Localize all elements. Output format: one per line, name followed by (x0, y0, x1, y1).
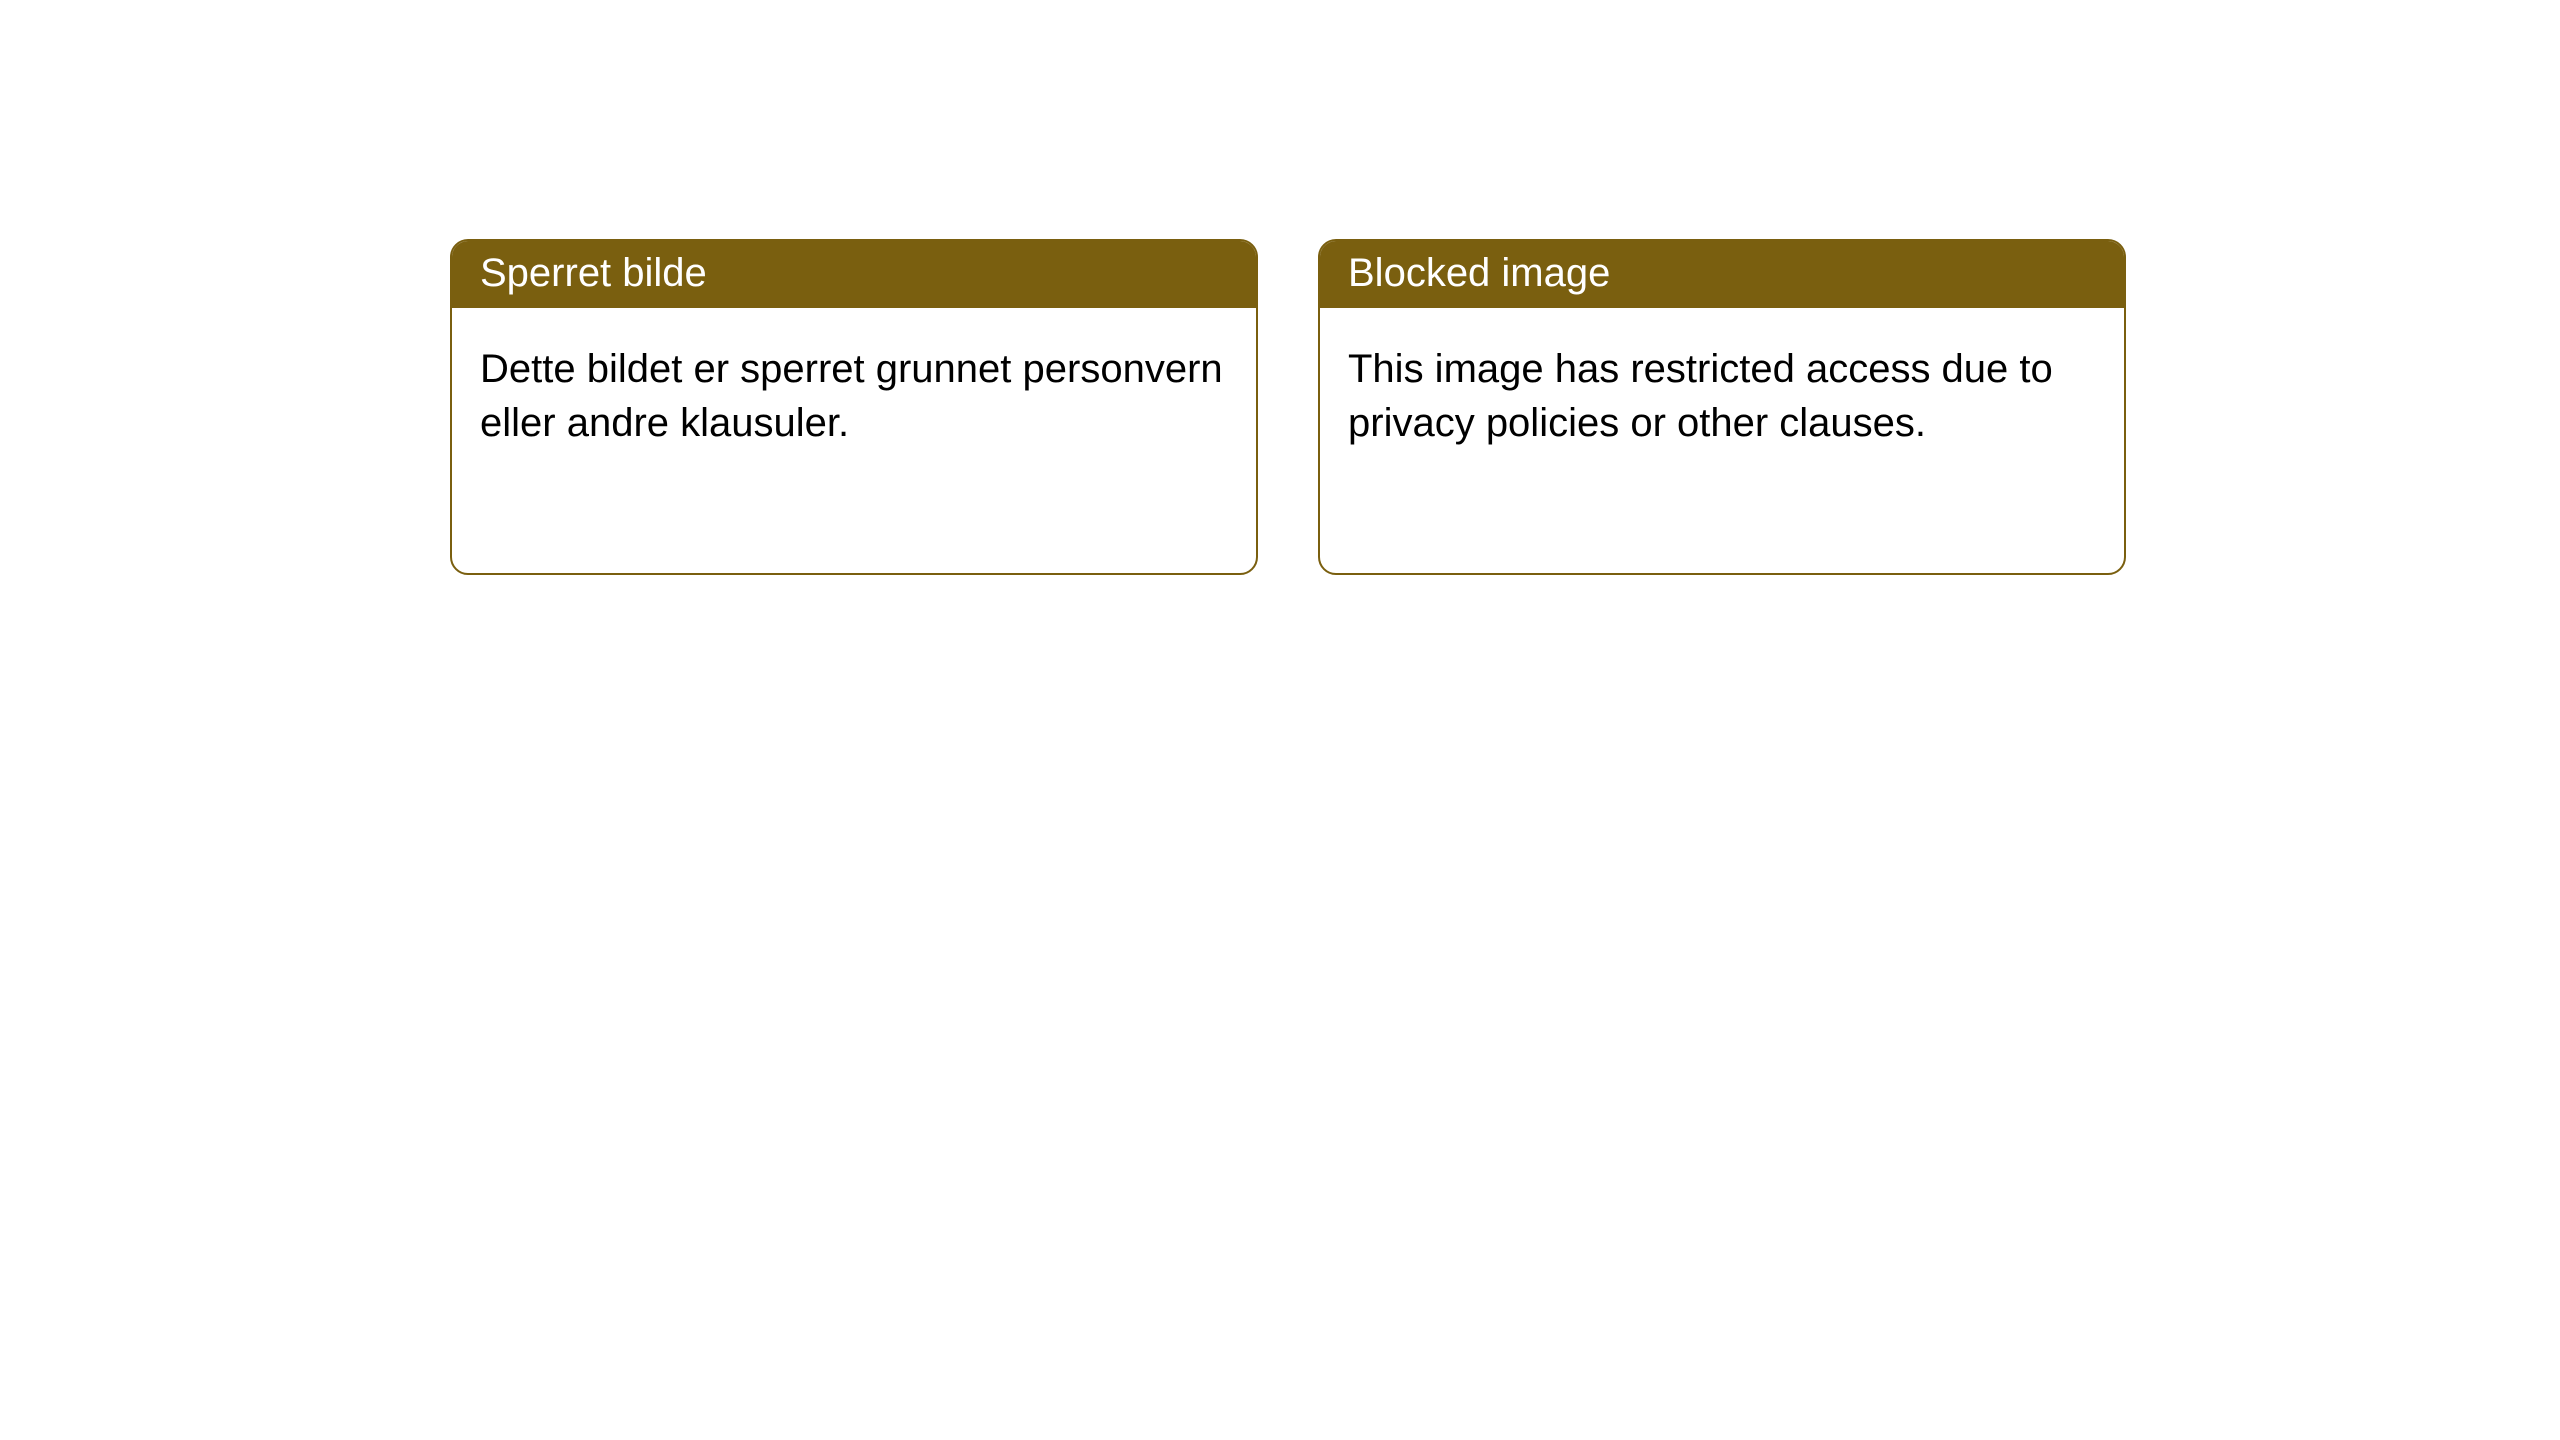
card-body-en: This image has restricted access due to … (1320, 308, 2124, 484)
blocked-image-card-no: Sperret bilde Dette bildet er sperret gr… (450, 239, 1258, 575)
card-body-no: Dette bildet er sperret grunnet personve… (452, 308, 1256, 484)
blocked-image-card-en: Blocked image This image has restricted … (1318, 239, 2126, 575)
blocked-image-cards: Sperret bilde Dette bildet er sperret gr… (450, 239, 2126, 575)
card-title-en: Blocked image (1320, 241, 2124, 308)
card-title-no: Sperret bilde (452, 241, 1256, 308)
